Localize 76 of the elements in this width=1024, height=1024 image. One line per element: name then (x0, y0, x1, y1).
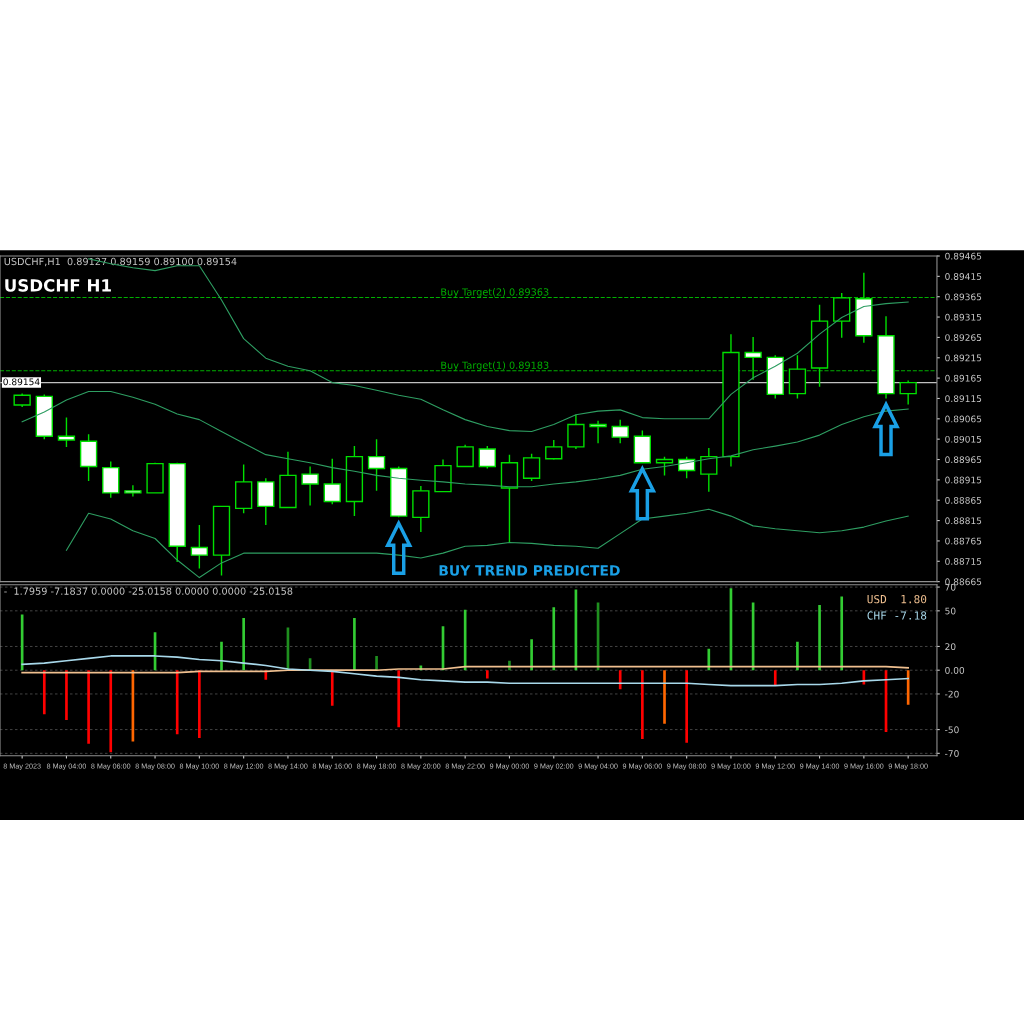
candlestick (522, 453, 541, 482)
bar (220, 641, 223, 671)
y-tick-label: 0.89415 (945, 273, 982, 280)
y-tick-label: 0.89165 (945, 374, 982, 382)
y-tick-label: 0.88865 (945, 496, 982, 504)
text: USD 1.80 (867, 594, 927, 604)
candlestick (323, 458, 341, 505)
bar (552, 607, 556, 671)
candlestick (456, 444, 474, 468)
bar (796, 641, 799, 671)
bar (840, 596, 844, 671)
bar (530, 639, 533, 671)
bar (264, 670, 268, 680)
annotation: BUY TREND PREDICTED (439, 565, 620, 576)
bar (109, 670, 113, 753)
text: CHF -7.18 (867, 611, 927, 620)
y-tick-label: -20 (945, 690, 959, 698)
line-series (21, 390, 909, 488)
bar (773, 670, 777, 686)
candlestick (190, 524, 209, 570)
bar (87, 670, 90, 744)
candlestick (744, 336, 762, 381)
candlestick (124, 484, 142, 498)
candlestick (545, 439, 563, 461)
y-tick-label: 0.88815 (945, 517, 982, 525)
candlestick (899, 379, 917, 406)
y-tick-label: 0.89015 (945, 435, 982, 443)
y-tick-label: 0.88965 (945, 456, 982, 464)
bar (485, 670, 489, 679)
y-tick-label: 50 (945, 607, 956, 615)
y-tick-label: -70 (945, 750, 959, 757)
bar (508, 660, 511, 671)
bar (397, 670, 401, 728)
candlestick (611, 418, 629, 444)
bar (685, 670, 688, 743)
bar (198, 670, 201, 738)
bar (663, 670, 666, 724)
candlestick (367, 438, 386, 492)
bar (242, 617, 245, 671)
line-series (65, 508, 909, 579)
annotation: - 1.7959 -7.1837 0.0000 -25.0158 0.0000 0.0000 -25.0158 (4, 587, 293, 595)
candlestick (567, 414, 585, 450)
ref-line-label: Buy Target(2) 0.89363 (441, 288, 549, 298)
bar (330, 670, 334, 706)
chart-subtitle: USDCHF,H1 0.89127 0.89159 0.89100 0.89154 (4, 257, 237, 267)
ref-line-label: Buy Target(1) 0.89183 (441, 361, 549, 371)
y-tick-label: 0.88915 (945, 476, 982, 484)
y-tick-label: 0.89315 (945, 313, 982, 321)
candlestick (301, 465, 319, 507)
y-tick-label: 0.89215 (945, 354, 982, 362)
candlestick (700, 447, 718, 493)
bar (375, 655, 378, 671)
bar (641, 670, 644, 740)
y-tick-label: 0.89365 (945, 293, 982, 301)
bar (707, 648, 711, 671)
candlestick (833, 292, 851, 339)
y-tick-label: 0.89465 (945, 252, 982, 260)
candlestick (57, 416, 76, 448)
candlestick (478, 445, 496, 470)
y-tick-label: 20 (945, 643, 956, 651)
y-tick-label: 0.88765 (945, 537, 982, 545)
y-tick-label: 0.89265 (945, 334, 982, 341)
candlestick (589, 420, 607, 444)
y-tick-label: 0.88715 (945, 558, 982, 565)
bar (353, 617, 356, 671)
line-series (21, 655, 909, 687)
ref-line-label: 0.89154 (3, 378, 40, 386)
y-tick-label: -50 (945, 726, 959, 734)
bar (42, 670, 46, 715)
bar (175, 670, 179, 735)
y-tick-label: 0.89065 (945, 415, 982, 423)
y-tick-label: 0.00 (945, 666, 965, 674)
y-tick-label: 0.89115 (945, 395, 982, 403)
bar (65, 670, 68, 721)
text: USDCHF H1 (5, 279, 111, 292)
bar (818, 604, 821, 671)
